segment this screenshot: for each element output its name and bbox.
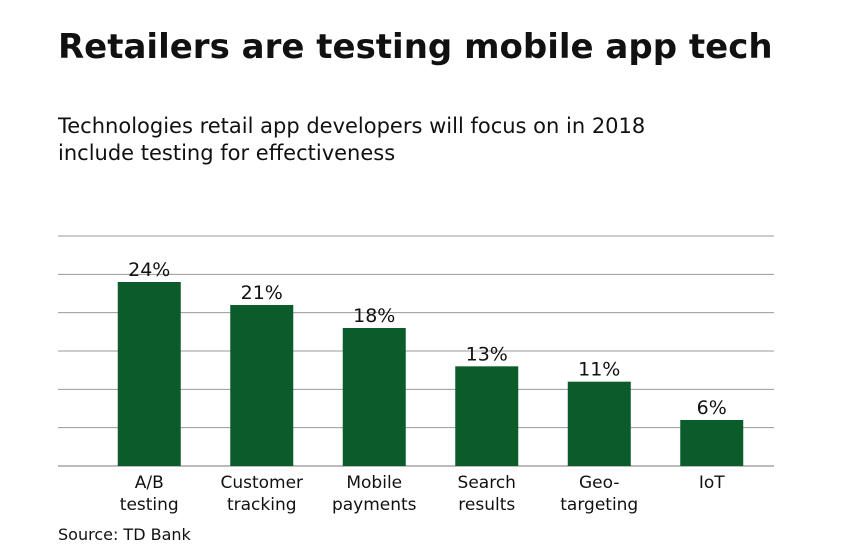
bar [117,282,181,466]
value-label: 24% [128,259,170,281]
value-label: 21% [241,282,283,304]
x-tick-label: Mobile payments [332,473,417,515]
value-label: 13% [466,343,508,365]
bar [342,328,406,466]
chart-subtitle: Technologies retail app developers will … [57,114,645,165]
bar [680,420,744,466]
x-tick-label: A/B testing [120,473,179,515]
x-tick-label: Geo-targeting [560,473,638,515]
value-label: 11% [578,359,620,381]
bar [455,366,519,466]
bar [567,381,631,466]
value-label: 18% [353,305,395,327]
bar [230,305,294,466]
value-label: 6% [697,397,727,419]
chart-title: Retailers are testing mobile app tech [58,27,773,67]
x-tick-label: Customer tracking [220,473,303,515]
x-tick-label: Search results [458,473,516,515]
x-tick-label: IoT [699,473,725,493]
source: Source: TD Bank [58,525,192,544]
